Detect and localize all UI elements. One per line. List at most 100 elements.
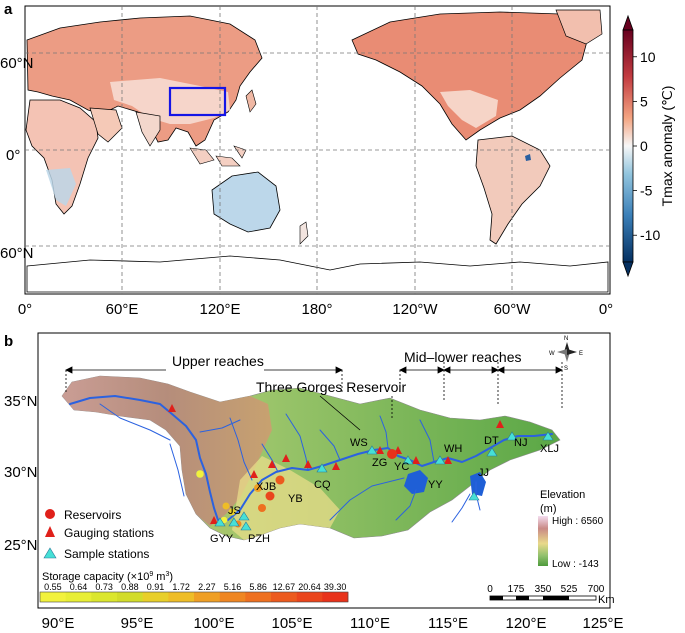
storage-color-cell <box>40 592 66 602</box>
panel-a-label: a <box>4 1 13 18</box>
scale-bar: 0 175 350 525 700 Km <box>487 584 614 606</box>
colorbar-ticks: 10 5 0 -5 -10 <box>633 49 660 243</box>
basin-lon-labels: 90°E 95°E 100°E 105°E 110°E 115°E 120°E … <box>42 615 624 632</box>
sample-station-markers <box>214 431 554 531</box>
lon-label-115e: 115°E <box>428 615 468 632</box>
station-pzh: PZH <box>248 533 270 545</box>
elevation-title: Elevation <box>540 489 585 501</box>
poyang-lake <box>470 472 486 496</box>
storage-value-label: 0.91 <box>147 582 165 592</box>
station-ws: WS <box>350 437 368 449</box>
lon-label-120e-b: 120°E <box>505 615 546 632</box>
marker-legend: Reservoirs Gauging stations Sample stati… <box>43 508 154 561</box>
storage-capacity-bar: 0.55 0.64 0.73 0.88 0.91 1.72 2.27 5.16 5.86 12.6… <box>39 582 349 603</box>
storage-value-label: 2.27 <box>198 582 216 592</box>
lon-label-100e: 100°E <box>193 615 234 632</box>
plateau-area <box>62 376 272 526</box>
lon-label-95e: 95°E <box>121 615 154 632</box>
station-cq: CQ <box>314 479 331 491</box>
colorbar-tick-label: -10 <box>640 227 660 243</box>
storage-color-cell <box>245 592 272 602</box>
station-xjb: XJB <box>256 481 276 493</box>
compass-n: N <box>564 336 568 342</box>
station-yy: YY <box>428 479 443 491</box>
world-lon-labels: 0° 60°E 120°E 180° 120°W 60°W 0° <box>18 301 613 318</box>
storage-value-label: 5.16 <box>224 582 242 592</box>
storage-color-cell <box>91 592 118 602</box>
colorbar-tick-label: 0 <box>640 138 648 154</box>
storage-color-cell <box>271 592 297 602</box>
storage-color-cell <box>168 592 195 602</box>
lon-label-0-right: 0° <box>599 301 613 318</box>
storage-title: Storage capacity (×109 m3) <box>42 571 173 583</box>
station-nj: NJ <box>514 437 527 449</box>
storage-value-label: 0.88 <box>121 582 139 592</box>
storage-value-label: 20.64 <box>298 582 321 592</box>
station-jj: JJ <box>478 467 489 479</box>
upper-reaches-label: Upper reaches <box>172 353 264 369</box>
lon-label-60e: 60°E <box>106 301 139 318</box>
reach-markers <box>65 362 563 431</box>
station-dt: DT <box>484 435 499 447</box>
lat-label-35n: 35°N <box>4 393 38 410</box>
storage-color-cell <box>296 592 323 602</box>
scale-tick-label: 525 <box>561 584 578 595</box>
scale-tick-label: 175 <box>508 584 525 595</box>
panel-b-label: b <box>4 333 13 350</box>
storage-value-label: 1.72 <box>172 582 190 592</box>
scale-bar-ticks: 0 175 350 525 700 <box>487 584 605 595</box>
lon-label-105e: 105°E <box>271 615 312 632</box>
lat-label-30n: 30°N <box>4 464 38 481</box>
storage-color-cell <box>142 592 169 602</box>
elevation-ramp <box>538 516 548 566</box>
storage-value-label: 12.67 <box>273 582 296 592</box>
lon-label-60w: 60°W <box>494 301 532 318</box>
compass-rose: N S E W <box>549 336 583 372</box>
storage-color-cell <box>322 592 349 602</box>
india-land <box>135 111 161 147</box>
north-america-pale <box>440 90 498 128</box>
storage-bar-frame <box>39 591 349 603</box>
station-labels: WS ZG YC WH DT NJ XLJ JJ YY XJB YB CQ JS… <box>210 435 559 545</box>
colorbar-top-arrow <box>622 14 634 31</box>
arabia-land <box>89 107 123 143</box>
elevation-high: High : 6560 <box>552 516 604 527</box>
gauging-station-markers <box>168 404 504 524</box>
station-yc: YC <box>394 461 409 473</box>
storage-value-label: 0.55 <box>44 582 62 592</box>
storage-value-label: 0.64 <box>70 582 88 592</box>
elevation-low: Low : -143 <box>552 559 599 570</box>
storage-color-cell <box>219 592 246 602</box>
lat-label-60n: 60°N <box>0 55 34 72</box>
legend-reservoirs: Reservoirs <box>64 508 121 522</box>
colorbar-tick-label: 10 <box>640 49 656 65</box>
world-map <box>24 5 611 295</box>
storage-color-cell <box>117 592 143 602</box>
se-asia-islands <box>189 145 247 167</box>
scale-tick-label: 700 <box>588 584 605 595</box>
greenland-land <box>555 9 603 45</box>
australia-land <box>211 171 281 233</box>
compass-w: W <box>549 351 555 357</box>
lon-label-125e: 125°E <box>582 615 623 632</box>
elevation-legend: Elevation (m) High : 6560 Low : -143 <box>538 489 604 570</box>
storage-color-cell <box>65 592 92 602</box>
station-gyy: GYY <box>210 533 234 545</box>
scale-tick-label: 350 <box>535 584 552 595</box>
north-america-land <box>351 11 591 141</box>
station-zg: ZG <box>372 457 387 469</box>
yangtze-basin-map: Upper reaches Mid–lower reaches Three Go… <box>37 332 615 609</box>
japan-land <box>245 89 257 113</box>
colorbar-ramp <box>622 29 634 263</box>
colorbar-tick-label: -5 <box>640 183 653 199</box>
sichuan-transition <box>232 456 340 540</box>
colorbar-title: Tmax anomaly (℃) <box>659 86 675 207</box>
station-wh: WH <box>444 443 462 455</box>
midlower-reaches-label: Mid–lower reaches <box>404 349 522 365</box>
study-area-highlight-box <box>168 86 227 117</box>
station-yb: YB <box>288 493 303 505</box>
lon-label-120w: 120°W <box>392 301 438 318</box>
legend-sample: Sample stations <box>64 547 149 561</box>
station-xlj: XLJ <box>540 443 559 455</box>
